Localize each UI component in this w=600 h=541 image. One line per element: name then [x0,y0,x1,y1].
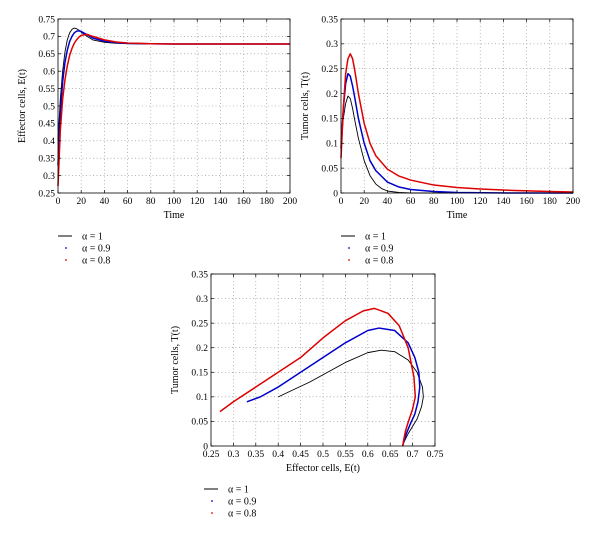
y-tick-label: 0.3 [326,40,338,50]
x-tick-label: 80 [429,197,439,207]
x-tick-label: 180 [543,197,558,207]
x-tick-label: 0.35 [247,450,264,460]
x-tick-label: 140 [496,197,511,207]
x-tick-label: 80 [146,197,156,207]
x-tick-label: 180 [260,197,275,207]
x-tick-label: 60 [406,197,416,207]
x-tick-label: 0.55 [337,450,354,460]
y-tick-label: 0.5 [43,102,55,112]
series-line-2 [340,72,573,194]
legend-swatch [211,512,213,514]
y-tick-label: 0 [333,189,338,199]
y-tick-label: 0.35 [191,270,208,280]
y-tick-label: 0.75 [38,15,55,25]
x-tick-label: 60 [123,197,133,207]
x-tick-label: 100 [167,197,182,207]
x-tick-label: 0 [339,197,344,207]
x-tick-label: 0.6 [362,450,374,460]
legend-swatch [211,500,213,502]
y-tick-label: 0.15 [191,369,208,379]
legend-label: α = 0.9 [228,497,256,508]
y-tick-label: 0.6 [43,68,55,78]
plot-area [211,274,435,446]
y-tick-label: 0.05 [321,164,338,174]
legend-label: α = 0.9 [365,244,393,255]
legend-label: α = 0.8 [82,256,110,267]
x-axis-label: Time [164,210,185,221]
legend-label: α = 1 [365,232,386,243]
x-tick-label: 0.3 [227,450,239,460]
y-tick-label: 0.65 [38,50,55,60]
legend-label: α = 0.8 [365,256,393,267]
legend-label: α = 1 [82,232,103,243]
chart-1: 0 20 40 60 80 100 120 140 160 180 200 0.25 0.3 0.35 0.… [17,15,297,221]
y-tick-label: 0.35 [321,15,338,25]
y-axis-label: Tumor cells, T(t) [170,326,181,394]
x-tick-label: 40 [383,197,393,207]
legend-swatch [65,247,67,249]
y-tick-label: 0.25 [321,65,338,75]
x-tick-label: 120 [473,197,488,207]
x-tick-label: 0.4 [272,450,284,460]
y-tick-label: 0.25 [191,319,208,329]
x-tick-label: 40 [100,197,110,207]
chart-2: 0 20 40 60 80 100 120 140 160 180 200 0 0.05 0.1 0.15 0… [300,15,580,221]
x-tick-label: 0 [56,197,61,207]
x-tick-label: 0.75 [427,450,444,460]
series-line-3 [57,33,290,187]
legend: α = 1α = 0.9α = 0.8 [341,232,393,267]
x-tick-label: 20 [359,197,369,207]
y-tick-label: 0.3 [196,295,208,305]
y-tick-label: 0.2 [196,344,208,354]
y-tick-label: 0.2 [326,90,338,100]
series-line-3 [340,53,574,193]
x-tick-label: 0.25 [203,450,220,460]
series-line-2 [246,327,421,447]
x-tick-label: 100 [450,197,465,207]
y-tick-label: 0.45 [38,120,55,130]
x-tick-label: 0.45 [292,450,309,460]
series-line-3 [219,307,417,447]
legend-swatch [348,247,350,249]
x-axis-label: Time [447,210,468,221]
y-tick-label: 0.1 [326,140,338,150]
y-tick-label: 0.25 [38,189,55,199]
legend-swatch [348,259,350,261]
y-tick-label: 0.4 [43,137,55,147]
legend-label: α = 0.8 [228,509,256,520]
x-tick-label: 200 [283,197,298,207]
y-axis-label: Tumor cells, T(t) [300,72,311,140]
y-tick-label: 0.05 [191,418,208,428]
x-tick-label: 20 [76,197,86,207]
chart-3: 0.25 0.3 0.35 0.4 0.45 0.5 0.55 0.6 0.65 0.7 0.75 0… [170,270,444,474]
legend-label: α = 0.9 [82,244,110,255]
legend: α = 1α = 0.9α = 0.8 [58,232,110,267]
y-axis-label: Effector cells, E(t) [17,69,28,143]
legend: α = 1α = 0.9α = 0.8 [204,485,256,520]
y-tick-label: 0.7 [43,33,55,43]
x-tick-label: 0.65 [382,450,399,460]
x-tick-label: 200 [566,197,581,207]
y-tick-label: 0.3 [43,172,55,182]
y-tick-label: 0 [203,442,208,452]
x-tick-label: 0.5 [317,450,329,460]
x-tick-label: 120 [190,197,205,207]
y-tick-label: 0.55 [38,85,55,95]
y-tick-label: 0.1 [196,393,208,403]
series-line-1 [278,349,424,447]
y-tick-label: 0.35 [38,155,55,165]
legend-swatch [65,259,67,261]
x-tick-label: 160 [236,197,251,207]
x-tick-label: 160 [519,197,534,207]
x-tick-label: 0.7 [407,450,419,460]
legend-label: α = 1 [228,485,249,496]
x-axis-label: Effector cells, E(t) [286,463,360,474]
x-tick-label: 140 [213,197,228,207]
y-tick-label: 0.15 [321,115,338,125]
